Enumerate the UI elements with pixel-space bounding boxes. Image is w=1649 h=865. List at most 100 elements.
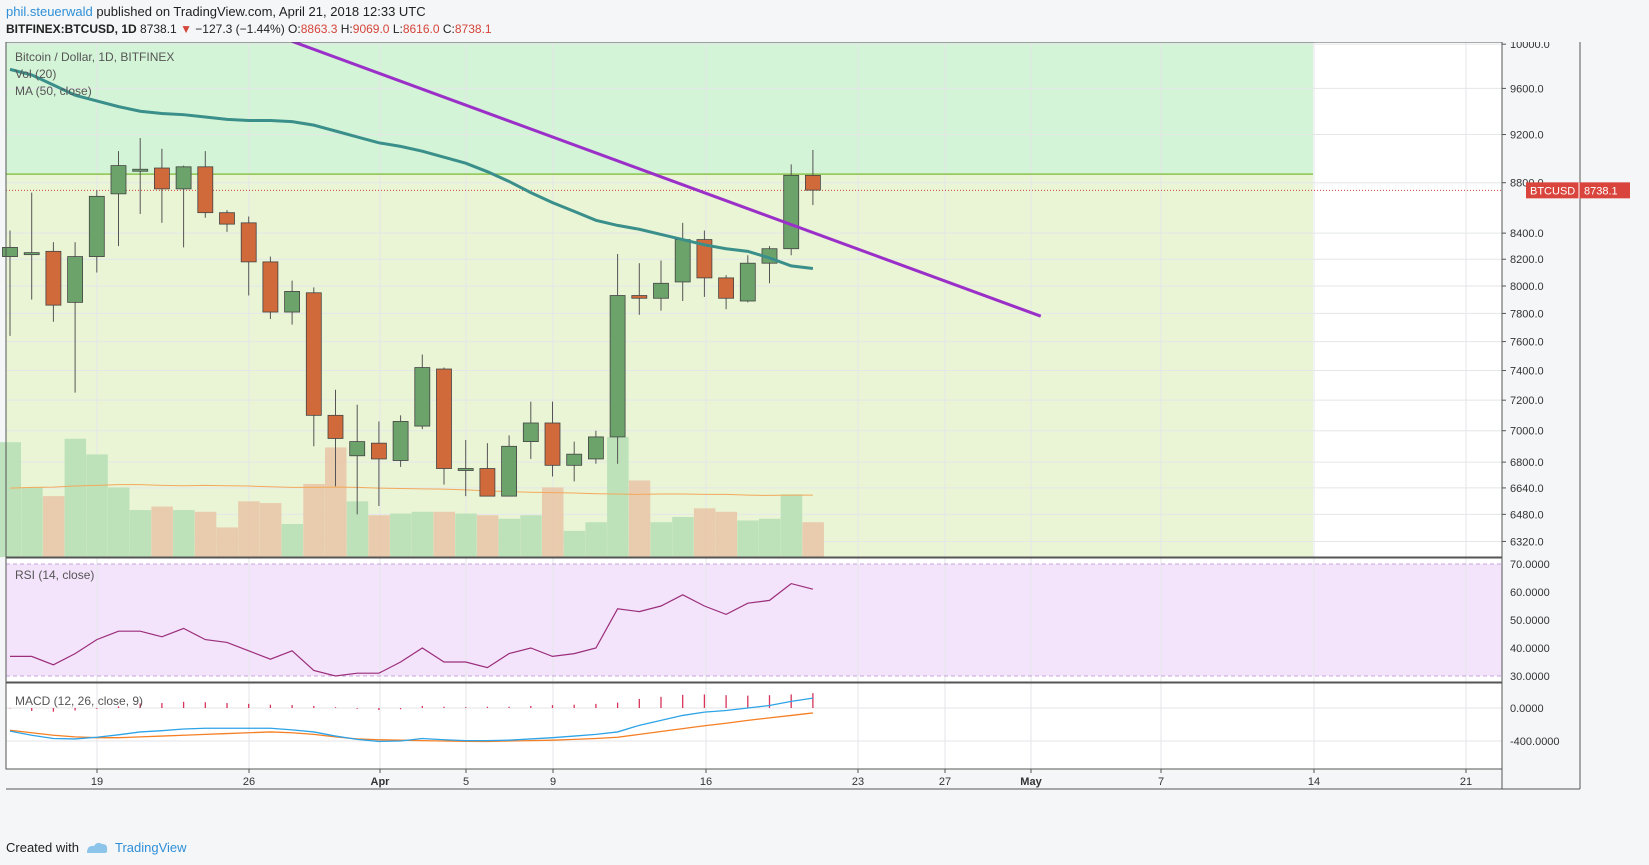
candle-body-23 [501, 445, 518, 497]
price-tick-label-10: 8200.0 [1510, 254, 1544, 266]
price-tick-label-3: 6800.0 [1510, 457, 1544, 469]
macd-tick-label-1: -400.0000 [1510, 736, 1560, 748]
candle-body-8 [175, 166, 192, 190]
price-tag: BTCUSD 8738.1 [1526, 182, 1630, 199]
time-tick-label-4: 9 [550, 776, 556, 788]
volume-bar-27 [585, 522, 607, 557]
volume-bar-23 [498, 518, 521, 557]
symbol-legend: Bitcoin / Dollar, 1D, BITFINEX [15, 50, 174, 64]
price-tick-label-8: 7800.0 [1510, 308, 1544, 320]
time-tick-label-2: Apr [371, 776, 391, 788]
candle-body-0 [2, 247, 18, 257]
time-tick-label-3: 5 [463, 776, 469, 788]
volume-bar-1 [21, 487, 43, 557]
candle-body-4 [88, 195, 105, 257]
rsi-line [10, 582, 814, 677]
volume-bar-26 [563, 530, 586, 557]
rsi-legend: RSI (14, close) [15, 568, 94, 582]
time-tick-label-1: 26 [243, 776, 255, 788]
volume-bar-35 [759, 518, 781, 557]
volume-bar-29 [628, 480, 651, 557]
candle-body-26 [566, 453, 583, 466]
price-tick-label-7: 7600.0 [1510, 337, 1544, 349]
time-tick-label-6: 23 [852, 776, 864, 788]
candle-body-10 [219, 212, 235, 225]
volume-bar-24 [520, 515, 542, 557]
candle-body-34 [739, 262, 756, 302]
macd-legend: MACD (12, 26, close, 9) [15, 694, 143, 708]
candle-body-3 [67, 256, 83, 303]
trading-chart[interactable]: 6320.0 6480.0 6640.0 6800.0 7000.0 7200.0 7400… [0, 42, 1649, 832]
volume-bar-3 [64, 438, 87, 557]
macd-tick-label-0: 0.0000 [1510, 703, 1544, 715]
rsi-tick-label-3: 60.0000 [1510, 587, 1550, 599]
candle-body-2 [45, 250, 62, 306]
ma-legend: MA (50, close) [15, 84, 92, 98]
candle-body-17 [370, 442, 387, 460]
volume-bar-37 [802, 522, 824, 557]
open-label: O: [288, 22, 301, 36]
volume-bar-13 [281, 523, 304, 557]
author-link[interactable]: phil.steuerwald [6, 4, 93, 19]
price-tick-label-11: 8400.0 [1510, 228, 1544, 240]
volume-bar-25 [542, 487, 564, 557]
volume-bar-2 [42, 496, 65, 557]
candle-body-30 [653, 282, 669, 299]
candle-body-22 [479, 468, 496, 497]
volume-bar-31 [672, 517, 694, 557]
candle-body-21 [457, 468, 474, 471]
volume-bar-6 [129, 510, 152, 557]
candle-body-37 [805, 174, 821, 191]
volume-bar-12 [259, 503, 282, 557]
volume-bar-0 [0, 442, 21, 557]
price-tick-label-14: 9600.0 [1510, 83, 1544, 95]
candle-body-19 [414, 367, 431, 427]
tradingview-logo-icon [86, 842, 108, 853]
open-value: 8863.3 [300, 22, 338, 36]
candle-body-29 [631, 295, 648, 299]
rsi-tick-label-0: 30.0000 [1510, 671, 1550, 683]
candle-body-16 [349, 441, 366, 457]
volume-bar-5 [108, 487, 130, 557]
candle-body-27 [588, 436, 604, 460]
tradingview-link[interactable]: TradingView [114, 840, 187, 855]
candle-body-7 [153, 167, 170, 190]
publish-info: published on TradingView.com, April 21, … [92, 4, 426, 19]
candle-body-25 [544, 422, 561, 466]
price-tag-value: 8738.1 [1584, 185, 1618, 197]
volume-bar-15 [325, 447, 347, 557]
candle-body-12 [262, 261, 279, 313]
rsi-tick-label-2: 50.0000 [1510, 615, 1550, 627]
rsi-band [6, 564, 1502, 676]
symbol-label: BITFINEX:BTCUSD, 1D [6, 22, 137, 36]
volume-bar-16 [346, 501, 369, 557]
upper-zone [6, 42, 1313, 175]
candle-body-33 [718, 277, 734, 299]
time-tick-label-10: 14 [1308, 776, 1320, 788]
macd-pane-bg [6, 683, 1502, 769]
candle-body-5 [110, 165, 127, 195]
indicator-lines [9, 42, 1042, 743]
created-with-label: Created with [6, 840, 79, 855]
axes: 6320.0 6480.0 6640.0 6800.0 7000.0 7200.0 7400… [5, 42, 1581, 790]
price-tag-symbol: BTCUSD [1530, 185, 1575, 197]
volume-bar-10 [216, 527, 238, 557]
candle-body-32 [696, 239, 713, 279]
candle-body-14 [305, 292, 322, 416]
candle-body-13 [284, 291, 301, 313]
price-tick-label-15: 10000.0 [1510, 42, 1550, 51]
price-tick-label-2: 6640.0 [1510, 483, 1544, 495]
high-value: 9069.0 [352, 22, 390, 36]
volume-bar-7 [151, 506, 173, 557]
candle-body-20 [436, 368, 452, 469]
volume-bar-28 [607, 437, 629, 557]
close-label: C: [442, 22, 455, 36]
time-tick-label-11: 21 [1460, 776, 1472, 788]
volume-bar-14 [303, 483, 325, 557]
ma50-line [9, 67, 814, 271]
rsi-tick-label-4: 70.0000 [1510, 559, 1550, 571]
volume-legend: Vol (20) [15, 67, 56, 81]
low-label: L: [392, 22, 403, 36]
lower-zone [6, 174, 1313, 557]
volume-ma-line [9, 484, 813, 496]
